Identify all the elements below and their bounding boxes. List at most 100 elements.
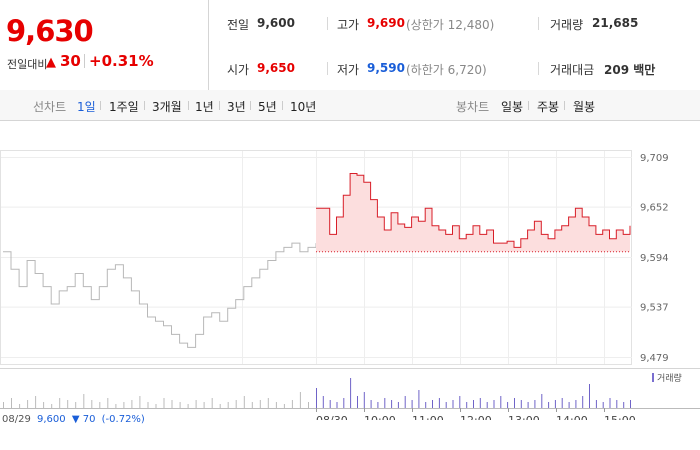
tab-1d[interactable]: 1일 [77, 100, 96, 114]
tab-3y[interactable]: 3년 [227, 100, 246, 114]
x-tick-label: 08/30 [316, 414, 348, 420]
volume-legend-label: 거래량 [657, 372, 682, 384]
volume-bar [432, 400, 433, 408]
volume-bar [107, 398, 109, 408]
volume-bar [602, 402, 604, 408]
volume-bar [123, 402, 125, 408]
divider [538, 17, 539, 30]
tab-3m[interactable]: 3개월 [152, 100, 182, 114]
tab-1w[interactable]: 1주일 [109, 100, 139, 114]
volume-bar [589, 384, 590, 408]
volume-bar [336, 402, 338, 408]
prev-date: 08/29 [2, 414, 31, 425]
y-tick-label: 9,537 [640, 303, 669, 314]
open-label: 시가 [227, 63, 250, 77]
volume-bar [187, 404, 189, 408]
volume-bar [452, 400, 454, 408]
low-label: 저가 [337, 63, 360, 77]
volume-bar [343, 398, 345, 408]
prev-day-summary: 08/29 9,600 ▼ 70 (-0.72%) [2, 414, 145, 425]
volume-bar [384, 398, 386, 408]
divider [327, 62, 328, 75]
volume-bar [275, 402, 277, 408]
divider [144, 101, 145, 110]
high-label: 고가 [337, 18, 360, 32]
change-label: 전일대비 [7, 58, 48, 71]
divider [327, 17, 328, 30]
volume-bar [479, 398, 481, 408]
volume-bar [520, 400, 522, 408]
volume-bar [425, 402, 427, 408]
volume-value: 21,685 [592, 16, 639, 30]
quote-header: 9,630 전일대비 ▲ 30 +0.31% 전일 9,600 고가 9,690… [0, 0, 700, 91]
prev-close-label: 전일 [227, 18, 250, 32]
volume-bar [83, 394, 85, 408]
volume-bar [329, 400, 331, 408]
volume-bar [43, 402, 45, 408]
volume-bar [322, 396, 324, 408]
y-tick-label: 9,709 [640, 153, 669, 164]
current-price: 9,630 [6, 14, 94, 48]
volume-bar [235, 400, 237, 408]
divider [528, 101, 529, 110]
volume-bar [171, 400, 173, 408]
volume-bar [438, 398, 440, 408]
upper-limit: (상한가 12,480) [406, 18, 495, 32]
volume-bar [493, 400, 495, 408]
volume-bar [350, 378, 352, 408]
volume-bar [259, 400, 261, 408]
volume-bar [500, 396, 502, 408]
volume-bar [616, 400, 618, 408]
today-price-line [316, 173, 631, 248]
prev-close-value: 9,600 [257, 16, 295, 30]
prev-change-pct: (-0.72%) [101, 414, 145, 425]
divider [100, 101, 101, 110]
volume-bar [91, 400, 93, 408]
volume-bar [486, 402, 488, 408]
divider [250, 101, 251, 110]
volume-bar [283, 404, 285, 408]
high-value: 9,690 [367, 16, 405, 30]
volume-bar [630, 400, 631, 408]
volume-bar [219, 404, 221, 408]
volume-bar [267, 398, 269, 408]
divider [188, 101, 189, 110]
volume-bar [67, 400, 69, 408]
volume-bar [418, 390, 420, 408]
volume-bar [561, 398, 563, 408]
divider [282, 101, 283, 110]
x-tick-label: 12:00 [460, 414, 492, 420]
tab-5y[interactable]: 5년 [258, 100, 277, 114]
volume-legend-marker [652, 373, 654, 382]
volume-bar [243, 396, 245, 408]
volume-bar [195, 400, 197, 408]
volume-bar [299, 392, 301, 408]
volume-bar [99, 402, 101, 408]
volume-bar [3, 402, 4, 408]
volume-bar [459, 396, 461, 408]
price-chart[interactable]: 9,709 9,652 9,594 9,537 9,479 거래량 08/30 10:00 11… [0, 120, 700, 420]
volume-bar [514, 398, 515, 408]
tab-daily-candle[interactable]: 일봉 [501, 100, 524, 114]
y-tick-label: 9,652 [640, 203, 669, 214]
volume-bar [548, 402, 550, 408]
tab-weekly-candle[interactable]: 주봉 [537, 100, 560, 114]
prev-day-line [3, 242, 317, 348]
volume-bar [397, 402, 399, 408]
tab-1y[interactable]: 1년 [195, 100, 214, 114]
volume-bar [251, 402, 253, 408]
volume-bar [51, 404, 53, 408]
volume-bar [568, 402, 570, 408]
change-percent: +0.31% [89, 52, 154, 70]
volume-bar [575, 400, 577, 408]
prev-close: 9,600 [37, 414, 66, 425]
candle-chart-heading: 봉차트 [456, 100, 490, 114]
volume-bar [541, 394, 543, 408]
volume-bar [534, 400, 536, 408]
x-tick-label: 15:00 [604, 414, 636, 420]
change-value: 30 [60, 52, 81, 70]
volume-bar [623, 402, 625, 408]
tab-10y[interactable]: 10년 [290, 100, 317, 114]
tab-monthly-candle[interactable]: 월봉 [573, 100, 596, 114]
volume-bar [308, 402, 309, 408]
